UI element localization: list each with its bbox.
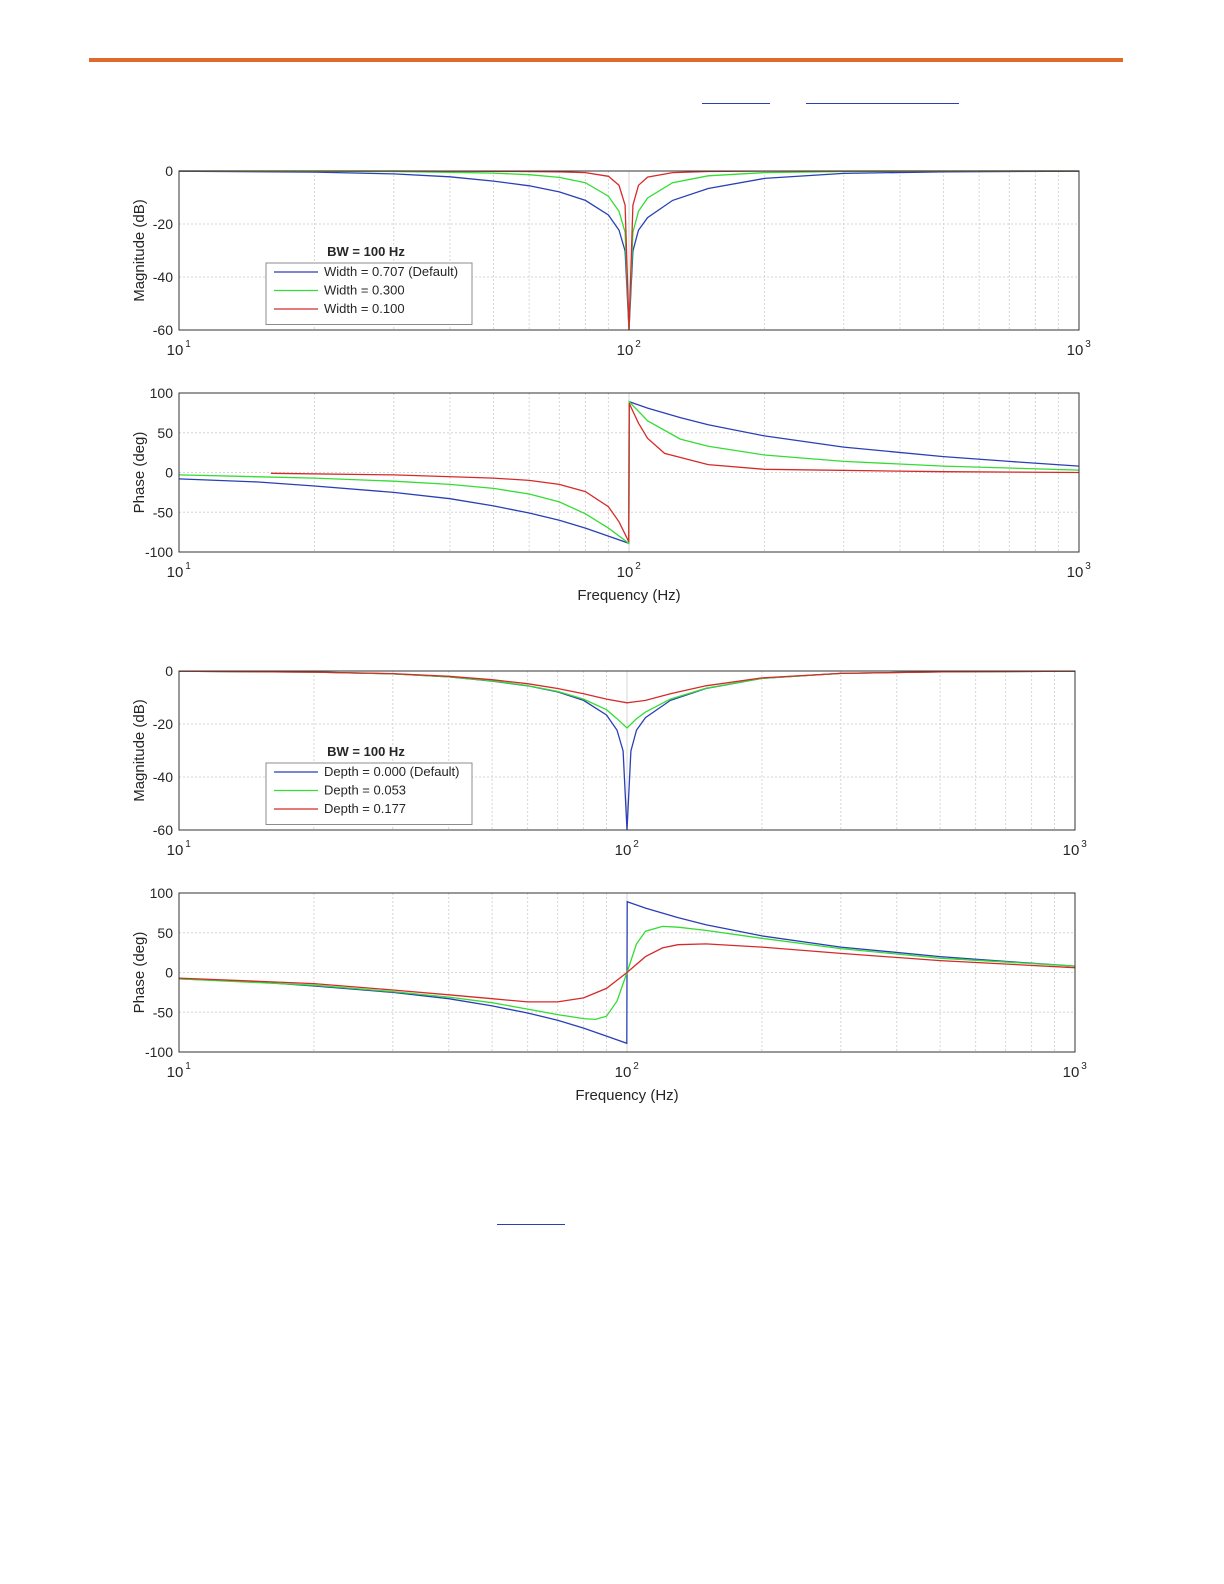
x-tick-exponent: 1	[185, 339, 191, 350]
x-tick-exponent: 1	[185, 1061, 191, 1072]
legend-entry: Width = 0.707 (Default)	[324, 264, 458, 279]
series-line-green	[178, 925, 1076, 1021]
x-tick-exponent: 3	[1081, 1061, 1087, 1072]
hyperlink-underline[interactable]	[702, 103, 770, 104]
y-tick-label: 50	[157, 425, 173, 441]
plot-frame	[178, 170, 1080, 331]
x-tick-exponent: 3	[1085, 339, 1091, 350]
series-line-red	[178, 670, 1076, 704]
legend-box	[265, 762, 473, 825]
y-axis-label: Phase (deg)	[131, 432, 148, 514]
legend-box	[265, 262, 473, 325]
x-tick-label: 10	[167, 342, 184, 359]
plot-frame	[178, 392, 1080, 553]
x-tick-exponent: 2	[633, 839, 639, 850]
plot-frame	[178, 670, 1076, 831]
series-line-red	[178, 943, 1076, 1003]
x-tick-exponent: 1	[185, 561, 191, 572]
y-tick-label: -60	[153, 322, 173, 338]
legend-entry: Width = 0.300	[324, 283, 405, 298]
x-tick-exponent: 2	[633, 1061, 639, 1072]
y-tick-label: -100	[145, 1044, 173, 1060]
y-tick-label: -100	[145, 544, 173, 560]
legend-entry: Width = 0.100	[324, 301, 405, 316]
x-tick-label: 10	[617, 342, 634, 359]
y-axis-label: Phase (deg)	[131, 932, 148, 1014]
legend-entry: Depth = 0.177	[324, 801, 406, 816]
y-tick-label: -50	[153, 1004, 173, 1020]
x-tick-label: 10	[167, 564, 184, 581]
y-axis-label: Magnitude (dB)	[131, 199, 148, 302]
x-tick-exponent: 2	[635, 561, 641, 572]
series-line-blue	[178, 400, 1080, 545]
legend-title: BW = 100 Hz	[327, 744, 405, 759]
series-line-red	[270, 403, 1080, 542]
x-tick-label: 10	[167, 842, 184, 859]
x-tick-exponent: 1	[185, 839, 191, 850]
x-tick-label: 10	[1063, 1064, 1080, 1081]
x-tick-label: 10	[1067, 564, 1084, 581]
hyperlink-underline[interactable]	[806, 103, 959, 104]
x-tick-label: 10	[1067, 342, 1084, 359]
x-tick-exponent: 3	[1081, 839, 1087, 850]
x-tick-label: 10	[615, 842, 632, 859]
y-axis-label: Magnitude (dB)	[131, 699, 148, 802]
y-tick-label: -20	[153, 216, 173, 232]
y-tick-label: -50	[153, 504, 173, 520]
y-tick-label: 50	[157, 925, 173, 941]
x-axis-label: Frequency (Hz)	[575, 1087, 678, 1104]
x-tick-label: 10	[617, 564, 634, 581]
x-tick-label: 10	[167, 1064, 184, 1081]
y-tick-label: -20	[153, 716, 173, 732]
header-accent-rule	[89, 58, 1123, 62]
y-tick-label: 100	[150, 885, 174, 901]
legend-title: BW = 100 Hz	[327, 244, 405, 259]
x-tick-exponent: 2	[635, 339, 641, 350]
series-line-blue	[178, 170, 1080, 331]
plot-frame	[178, 892, 1076, 1053]
legend-entry: Depth = 0.000 (Default)	[324, 764, 460, 779]
x-tick-exponent: 3	[1085, 561, 1091, 572]
hyperlink-underline[interactable]	[497, 1224, 565, 1225]
y-tick-label: 0	[165, 465, 173, 481]
series-line-blue	[178, 900, 1076, 1045]
legend-entry: Depth = 0.053	[324, 783, 406, 798]
y-tick-label: -60	[153, 822, 173, 838]
x-tick-label: 10	[615, 1064, 632, 1081]
y-tick-label: 100	[150, 385, 174, 401]
series-line-green	[178, 170, 1080, 331]
y-tick-label: -40	[153, 269, 173, 285]
x-axis-label: Frequency (Hz)	[577, 587, 680, 604]
x-tick-label: 10	[1063, 842, 1080, 859]
y-tick-label: 0	[165, 163, 173, 179]
y-tick-label: 0	[165, 965, 173, 981]
series-line-green	[178, 400, 1080, 545]
y-tick-label: -40	[153, 769, 173, 785]
y-tick-label: 0	[165, 663, 173, 679]
